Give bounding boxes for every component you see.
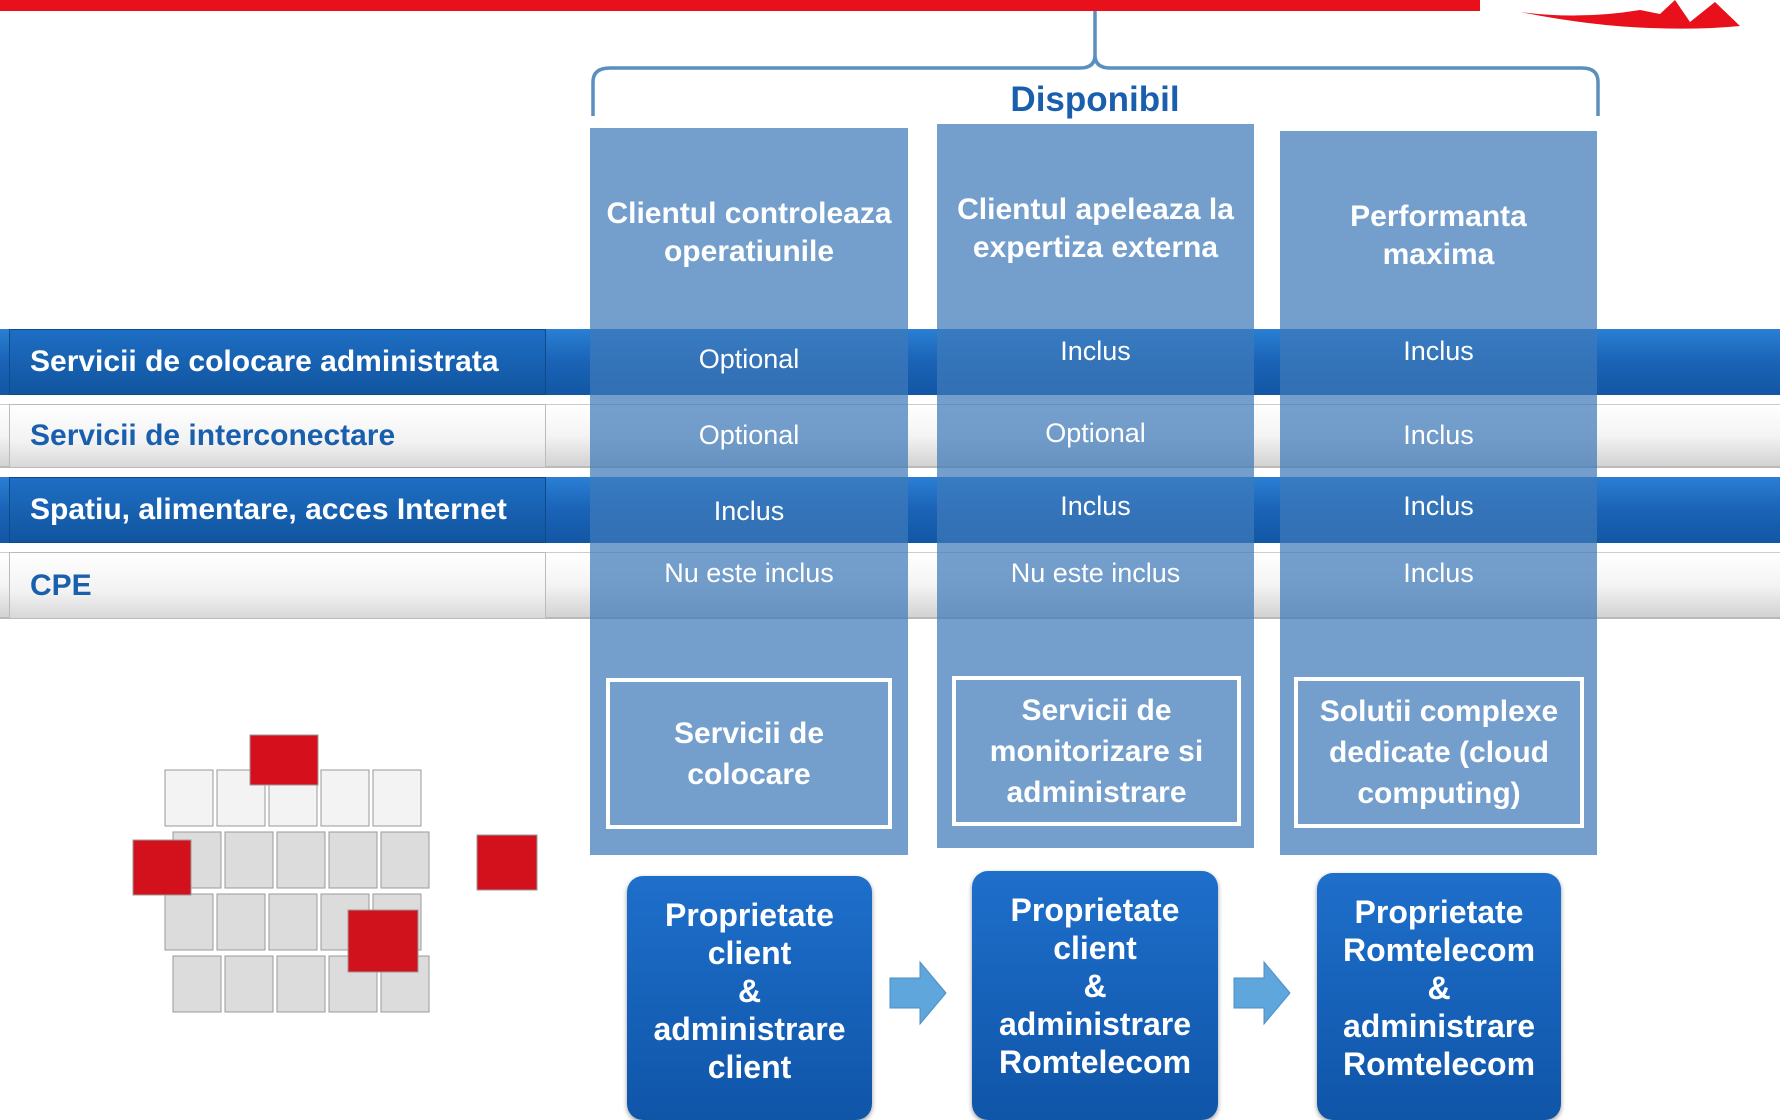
ownership-line: administrare bbox=[1342, 1008, 1536, 1044]
cell-value: Nu este inclus bbox=[664, 558, 834, 588]
cube-block bbox=[320, 769, 370, 827]
logo bbox=[1520, 0, 1740, 29]
cube-block bbox=[249, 734, 319, 786]
ownership-line: administrare bbox=[998, 1006, 1192, 1042]
cube-block bbox=[132, 839, 192, 896]
ownership-line: Romtelecom bbox=[998, 1044, 1192, 1080]
cell-value: Optional bbox=[698, 420, 800, 450]
cube-block bbox=[276, 831, 326, 889]
cube-block bbox=[216, 893, 266, 951]
column-title: Clientul apeleaza la expertiza externa bbox=[957, 193, 1234, 264]
row-label: Spatiu, alimentare, acces Internet bbox=[9, 477, 546, 543]
cube-block bbox=[328, 831, 378, 889]
column bbox=[937, 124, 1254, 848]
cube-illustration bbox=[132, 734, 538, 1013]
row-label: Servicii de interconectare bbox=[9, 404, 546, 468]
ownership-line: Proprietate bbox=[1354, 894, 1524, 930]
ownership-line: Proprietate bbox=[1010, 892, 1180, 928]
column bbox=[590, 128, 908, 855]
service-box: Solutii complexe dedicate (cloud computi… bbox=[1294, 677, 1584, 828]
ownership-line: client bbox=[1053, 930, 1137, 966]
cube-block bbox=[224, 831, 274, 889]
ownership-line: & bbox=[737, 973, 762, 1009]
cell-value: Inclus bbox=[1403, 420, 1474, 450]
cube-block bbox=[224, 955, 274, 1013]
ownership-line: Proprietate bbox=[665, 897, 834, 933]
cell-value: Inclus bbox=[1403, 558, 1474, 588]
cell-value: Inclus bbox=[1060, 491, 1131, 521]
header-label: Disponibil bbox=[1010, 80, 1180, 119]
ownership-box: Proprietate client & administrare client bbox=[627, 876, 872, 1120]
column bbox=[1280, 131, 1597, 855]
row-label: Servicii de colocare administrata bbox=[9, 329, 546, 395]
cell-value: Inclus bbox=[713, 496, 785, 526]
cube-block bbox=[476, 834, 538, 891]
column-title: Performanta maxima bbox=[1350, 200, 1527, 271]
column-title: Clientul controleaza operatiunile bbox=[606, 197, 892, 268]
ownership-box: Proprietate Romtelecom & administrare Romtel… bbox=[1317, 873, 1561, 1120]
ownership-line: administrare bbox=[653, 1011, 846, 1047]
cube-block bbox=[268, 893, 318, 951]
ownership-box: Proprietate client & administrare Romtelecom bbox=[972, 871, 1218, 1120]
ownership-line: Romtelecom bbox=[1342, 1046, 1536, 1082]
cube-block bbox=[372, 769, 422, 827]
row-label: CPE bbox=[9, 552, 546, 619]
brace bbox=[591, 11, 1600, 116]
cell-value: Inclus bbox=[1403, 336, 1474, 366]
cell-value: Nu este inclus bbox=[1010, 558, 1181, 588]
cell-value: Optional bbox=[698, 344, 800, 374]
cell-value: Optional bbox=[1045, 418, 1146, 448]
service-box: Servicii de colocare bbox=[606, 678, 892, 829]
cube-block bbox=[380, 831, 430, 889]
ownership-line: client bbox=[707, 1049, 792, 1085]
cube-block bbox=[172, 955, 222, 1013]
cube-block bbox=[164, 893, 214, 951]
ownership-line: client bbox=[707, 935, 792, 971]
cell-value: Inclus bbox=[1403, 491, 1474, 521]
cube-block bbox=[276, 955, 326, 1013]
ownership-line: Romtelecom bbox=[1342, 932, 1536, 968]
top-bar bbox=[0, 0, 1480, 11]
cube-block bbox=[164, 769, 214, 827]
cube-block bbox=[347, 909, 419, 973]
cell-value: Inclus bbox=[1060, 336, 1131, 366]
ownership-line: & bbox=[1427, 970, 1451, 1006]
ownership-line: & bbox=[1083, 968, 1107, 1004]
service-box: Servicii de monitorizare si administrare bbox=[952, 676, 1241, 826]
